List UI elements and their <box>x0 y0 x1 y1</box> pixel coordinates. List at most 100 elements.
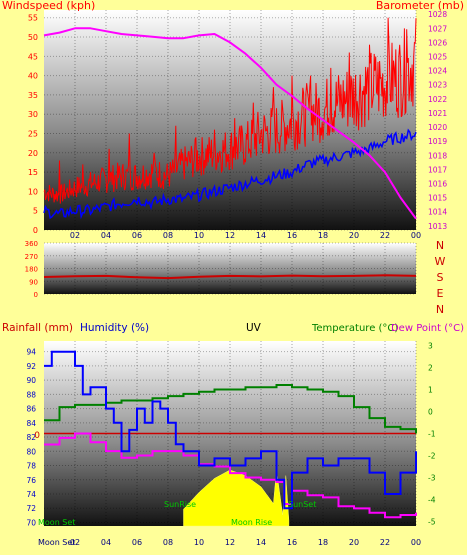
direction-panel-grid <box>44 242 417 295</box>
windspeed-tick-label: 25 <box>28 130 38 139</box>
hour-tick-label: 08 <box>163 538 173 547</box>
sunset-annotation: SunSet <box>288 500 316 509</box>
temperature-tick-label: -1 <box>428 430 436 439</box>
temp-panel-series <box>44 350 417 527</box>
moon-rise-annotation: Moon Rise <box>231 518 272 527</box>
temperature-tick-label: -2 <box>428 452 436 461</box>
barometer-axis-label: Barometer (mb) <box>376 0 464 12</box>
sunrise-annotation: SunRise <box>164 500 196 509</box>
windspeed-tick-label: 0 <box>33 226 38 235</box>
barometer-tick-label: 1028 <box>428 10 447 19</box>
direction-tick-label: 360 <box>25 240 38 248</box>
windspeed-line <box>43 17 417 204</box>
compass-letter-s: S <box>437 271 444 284</box>
dewpoint-axis-label: Dew Point (°C) <box>391 323 464 334</box>
windspeed-tick-label: 30 <box>28 110 38 119</box>
hour-tick-label: 12 <box>225 538 235 547</box>
hour-tick-label: 06 <box>132 231 142 240</box>
humidity-tick-label: 94 <box>26 348 36 357</box>
humidity-tick-label: 72 <box>26 504 36 513</box>
dewpoint-line <box>44 432 417 519</box>
barometer-tick-label: 1017 <box>428 165 447 174</box>
temperature-axis-label: Temperature (°C) <box>311 323 398 334</box>
barometer-tick-label: 1019 <box>428 137 447 146</box>
windspeed-tick-label: 45 <box>28 52 38 61</box>
windspeed-axis-ticks: 0 5 10 15 20 25 30 35 40 45 50 55 <box>28 14 38 235</box>
barometer-tick-label: 1022 <box>428 95 447 104</box>
direction-axis-ticks: 0 90 180 270 360 <box>25 240 38 299</box>
humidity-tick-label: 74 <box>26 490 36 499</box>
wind-direction-line <box>43 274 417 280</box>
barometer-tick-label: 1026 <box>428 38 447 47</box>
windspeed-tick-label: 15 <box>28 168 38 177</box>
humidity-tick-label: 88 <box>26 390 36 399</box>
hour-tick-label: 00 <box>411 231 421 240</box>
hour-tick-label: 16 <box>287 231 297 240</box>
hour-tick-label: 02 <box>70 231 80 240</box>
direction-tick-label: 90 <box>29 278 38 286</box>
hour-tick-label: 12 <box>225 231 235 240</box>
temperature-tick-label: -3 <box>428 474 436 483</box>
barometer-line <box>43 27 417 220</box>
hour-tick-label: 06 <box>132 538 142 547</box>
barometer-tick-label: 1013 <box>428 222 447 231</box>
hour-tick-label: 04 <box>101 538 111 547</box>
hour-tick-label: 10 <box>194 538 204 547</box>
uv-axis-label: UV <box>246 322 262 334</box>
barometer-tick-label: 1025 <box>428 53 447 62</box>
moon-set-annotation: Moon Set <box>38 518 75 527</box>
humidity-tick-label: 82 <box>26 433 36 442</box>
barometer-tick-label: 1016 <box>428 179 447 188</box>
humidity-line <box>44 350 417 510</box>
humidity-tick-label: 92 <box>26 362 36 371</box>
barometer-tick-label: 1020 <box>428 123 447 132</box>
barometer-tick-label: 1027 <box>428 24 447 33</box>
humidity-tick-label: 90 <box>26 376 36 385</box>
barometer-tick-label: 1023 <box>428 81 447 90</box>
compass-letter-n: N <box>436 303 444 316</box>
humidity-tick-label: 78 <box>26 462 36 471</box>
temperature-tick-label: 1 <box>428 385 433 394</box>
humidity-tick-label: 80 <box>26 447 36 456</box>
barometer-tick-label: 1018 <box>428 151 447 160</box>
direction-panel-series <box>43 274 417 280</box>
hour-tick-label: 02 <box>70 538 80 547</box>
temperature-tick-label: 2 <box>428 363 433 372</box>
hour-tick-label: 14 <box>256 231 266 240</box>
barometer-tick-label: 1014 <box>428 208 447 217</box>
hour-tick-label: 18 <box>318 231 328 240</box>
direction-tick-label: 0 <box>34 291 38 299</box>
barometer-tick-label: 1024 <box>428 67 447 76</box>
humidity-axis-ticks: 70 72 74 76 78 80 82 84 86 88 90 92 94 <box>26 348 36 528</box>
compass-letter-w: W <box>435 255 446 268</box>
temperature-tick-label: 3 <box>428 341 433 350</box>
temperature-axis-ticks: -5 -4 -3 -2 -1 0 1 2 3 <box>428 341 436 526</box>
hour-tick-label: 00 <box>411 538 421 547</box>
temperature-tick-label: -5 <box>428 518 436 527</box>
temperature-tick-label: -4 <box>428 496 436 505</box>
hour-tick-label: 16 <box>287 538 297 547</box>
windspeed-axis-label: Windspeed (kph) <box>2 0 95 12</box>
humidity-tick-label: 70 <box>26 518 36 527</box>
wind-panel-series <box>43 17 417 220</box>
humidity-tick-label: 86 <box>26 405 36 414</box>
moon-set-hour-label: Moon Set <box>38 538 75 547</box>
hour-tick-label: 18 <box>318 538 328 547</box>
windspeed-tick-label: 10 <box>28 187 38 196</box>
average-windspeed-line <box>43 128 417 220</box>
hour-tick-label: 08 <box>163 231 173 240</box>
windspeed-tick-label: 50 <box>28 33 38 42</box>
hour-tick-label: 04 <box>101 231 111 240</box>
hour-tick-label: 22 <box>380 231 390 240</box>
barometer-axis-ticks: 1013 1014 1015 1016 1017 1018 1019 1020 1021 1022… <box>428 10 447 231</box>
rainfall-zero-label: 0 <box>34 431 40 441</box>
hour-tick-label: 14 <box>256 538 266 547</box>
hour-tick-label: 10 <box>194 231 204 240</box>
compass-letter-e: E <box>437 287 444 300</box>
hour-tick-label: 20 <box>349 231 359 240</box>
rainfall-axis-label: Rainfall (mm) <box>2 322 73 334</box>
direction-panel-background <box>44 243 416 294</box>
